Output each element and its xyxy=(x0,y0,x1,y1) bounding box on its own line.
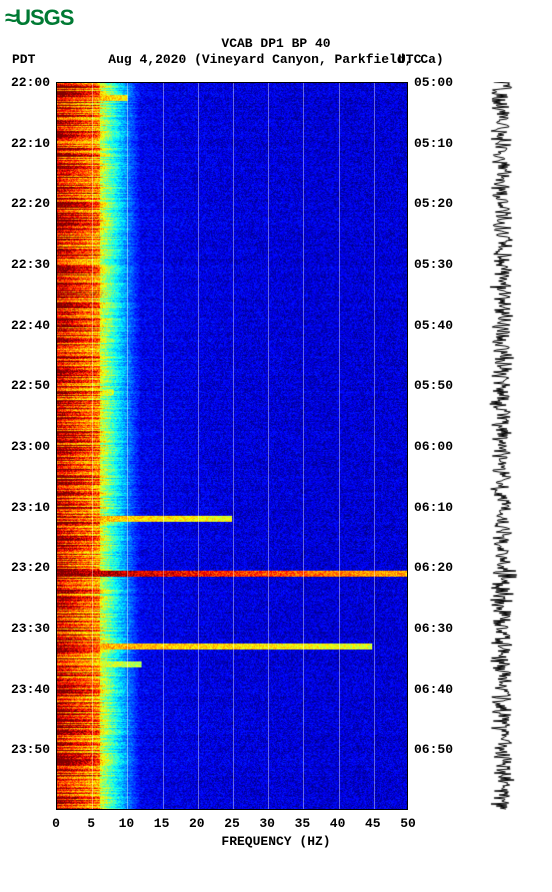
gridline xyxy=(303,83,304,809)
y-tick-left-label: 23:00 xyxy=(6,439,50,454)
y-tick-left-label: 23:30 xyxy=(6,621,50,636)
x-tick-label: 40 xyxy=(330,816,346,831)
y-tick-left-label: 22:40 xyxy=(6,318,50,333)
gridline xyxy=(339,83,340,809)
y-tick-right-label: 06:40 xyxy=(414,682,453,697)
gridline xyxy=(198,83,199,809)
chart-subtitle: Aug 4,2020 (Vineyard Canyon, Parkfield, … xyxy=(0,52,552,67)
x-tick-label: 30 xyxy=(259,816,275,831)
spectrogram-canvas xyxy=(57,83,407,809)
seismogram-trace xyxy=(480,82,524,810)
y-tick-right-label: 06:50 xyxy=(414,742,453,757)
x-tick-label: 5 xyxy=(87,816,95,831)
y-tick-right-label: 05:40 xyxy=(414,318,453,333)
gridline xyxy=(268,83,269,809)
x-tick-label: 45 xyxy=(365,816,381,831)
y-tick-left-label: 23:40 xyxy=(6,682,50,697)
y-tick-left-label: 23:10 xyxy=(6,500,50,515)
gridline xyxy=(127,83,128,809)
y-tick-left-label: 22:10 xyxy=(6,136,50,151)
y-tick-right-label: 06:10 xyxy=(414,500,453,515)
x-tick-label: 35 xyxy=(295,816,311,831)
y-tick-right-label: 06:00 xyxy=(414,439,453,454)
y-tick-left-label: 22:50 xyxy=(6,378,50,393)
y-tick-left-label: 22:00 xyxy=(6,75,50,90)
seismogram-canvas xyxy=(480,82,524,810)
x-axis-label: FREQUENCY (HZ) xyxy=(0,834,552,849)
gridline xyxy=(92,83,93,809)
y-tick-left-label: 23:20 xyxy=(6,560,50,575)
gridline xyxy=(233,83,234,809)
gridline xyxy=(374,83,375,809)
x-tick-label: 20 xyxy=(189,816,205,831)
chart-title: VCAB DP1 BP 40 xyxy=(0,36,552,51)
x-tick-label: 25 xyxy=(224,816,240,831)
x-tick-label: 0 xyxy=(52,816,60,831)
y-tick-right-label: 05:10 xyxy=(414,136,453,151)
y-tick-right-label: 06:20 xyxy=(414,560,453,575)
y-tick-right-label: 06:30 xyxy=(414,621,453,636)
y-tick-left-label: 22:20 xyxy=(6,196,50,211)
y-tick-right-label: 05:00 xyxy=(414,75,453,90)
y-tick-left-label: 23:50 xyxy=(6,742,50,757)
gridline xyxy=(163,83,164,809)
usgs-logo: ≈USGS xyxy=(5,5,73,31)
spectrogram-plot xyxy=(56,82,408,810)
x-tick-label: 10 xyxy=(119,816,135,831)
y-tick-right-label: 05:30 xyxy=(414,257,453,272)
tz-right-label: UTC xyxy=(398,52,421,67)
y-tick-right-label: 05:20 xyxy=(414,196,453,211)
y-tick-right-label: 05:50 xyxy=(414,378,453,393)
x-tick-label: 15 xyxy=(154,816,170,831)
x-tick-label: 50 xyxy=(400,816,416,831)
y-tick-left-label: 22:30 xyxy=(6,257,50,272)
